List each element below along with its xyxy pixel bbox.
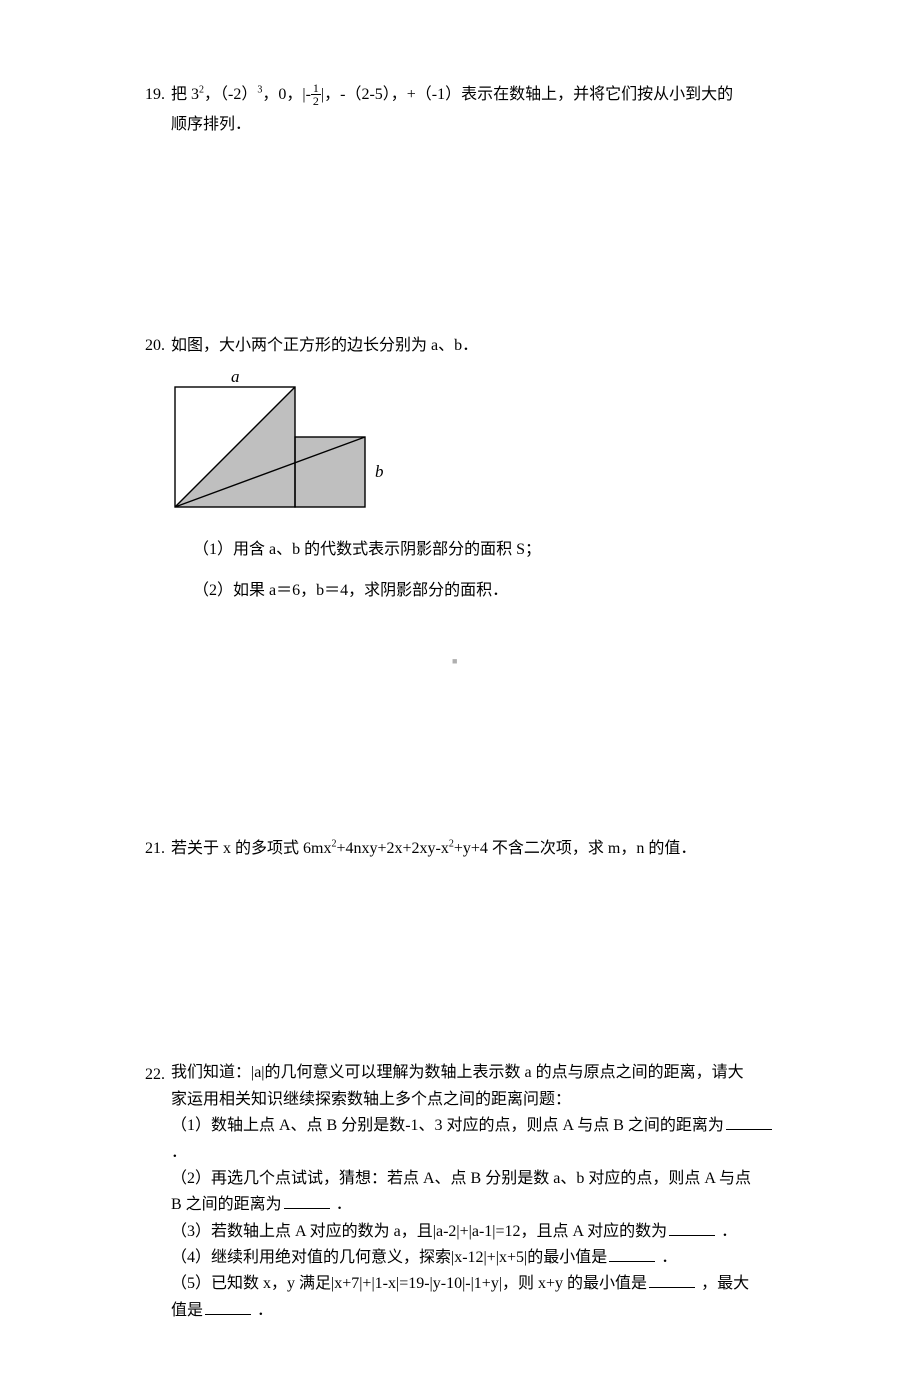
text: 我们知道：|a|的几何意义可以理解为数轴上表示数 a 的点与原点之间的距离，请大 bbox=[171, 1064, 744, 1081]
problem-22: 22. 我们知道：|a|的几何意义可以理解为数轴上表示数 a 的点与原点之间的距… bbox=[130, 1060, 810, 1324]
problem-body: 我们知道：|a|的几何意义可以理解为数轴上表示数 a 的点与原点之间的距离，请大… bbox=[171, 1060, 810, 1324]
label-a: a bbox=[231, 367, 240, 386]
text: （2）再选几个点试试，猜想：若点 A、点 B 分别是数 a、b 对应的点，则点 … bbox=[171, 1170, 751, 1187]
problem-20: 20. 如图，大小两个正方形的边长分别为 a、b． a b （1）用含 a、b … bbox=[130, 331, 810, 606]
text: |，-（2-5），+（-1）表示在数轴上，并将它们按从小到大的 bbox=[321, 86, 733, 103]
text: 如图，大小两个正方形的边长分别为 a、b． bbox=[171, 337, 478, 354]
text: （5）已知数 x，y 满足|x+7|+|1-x|=19-|y-10|-|1+y|… bbox=[171, 1275, 647, 1292]
text: （4）继续利用绝对值的几何意义，探索|x-12|+|x+5|的最小值是 bbox=[171, 1249, 607, 1266]
problem-21: 21. 若关于 x 的多项式 6mx2+4nxy+2x+2xy-x2+y+4 不… bbox=[130, 834, 810, 864]
fraction: 12 bbox=[311, 82, 321, 107]
text: （3）若数轴上点 A 对应的数为 a，且|a-2|+|a-1|=12，且点 A … bbox=[171, 1223, 667, 1240]
problem-number: 19. bbox=[130, 80, 165, 110]
text: ，最大 bbox=[701, 1275, 749, 1292]
text: 若关于 x 的多项式 6mx bbox=[171, 840, 331, 857]
text: 把 3 bbox=[171, 86, 199, 103]
problem-body: 如图，大小两个正方形的边长分别为 a、b． a b （1）用含 a、b 的代数式… bbox=[171, 331, 810, 606]
page-marker-icon: ■ bbox=[452, 657, 457, 666]
answer-blank[interactable] bbox=[669, 1220, 715, 1235]
answer-blank[interactable] bbox=[609, 1247, 655, 1262]
problem-19: 19. 把 32，（-2）3，0，|-12|，-（2-5），+（-1）表示在数轴… bbox=[130, 80, 810, 141]
text: ，0，|- bbox=[262, 86, 311, 103]
text: （1）数轴上点 A、点 B 分别是数-1、3 对应的点，则点 A 与点 B 之间… bbox=[171, 1117, 724, 1134]
two-squares-figure: a b bbox=[171, 367, 391, 517]
numerator: 1 bbox=[311, 82, 321, 95]
text: ． bbox=[721, 1223, 737, 1240]
subquestion-1: （1）用含 a、b 的代数式表示阴影部分的面积 S； bbox=[193, 535, 810, 565]
problem-body: 把 32，（-2）3，0，|-12|，-（2-5），+（-1）表示在数轴上，并将… bbox=[171, 80, 810, 141]
problem-number: 21. bbox=[130, 834, 165, 864]
text: ． bbox=[171, 1144, 187, 1161]
text: 值是 bbox=[171, 1302, 203, 1319]
text: +4nxy+2x+2xy-x bbox=[336, 840, 448, 857]
text: ． bbox=[257, 1302, 273, 1319]
answer-blank[interactable] bbox=[726, 1115, 772, 1130]
text: ． bbox=[661, 1249, 677, 1266]
denominator: 2 bbox=[311, 95, 321, 107]
subquestion-2: （2）如果 a＝6，b＝4，求阴影部分的面积． bbox=[193, 576, 810, 606]
text: 顺序排列． bbox=[171, 116, 251, 133]
problem-number: 20. bbox=[130, 331, 165, 361]
text: B 之间的距离为 bbox=[171, 1196, 282, 1213]
problem-body: 若关于 x 的多项式 6mx2+4nxy+2x+2xy-x2+y+4 不含二次项… bbox=[171, 834, 810, 864]
answer-blank[interactable] bbox=[649, 1273, 695, 1288]
label-b: b bbox=[375, 462, 384, 481]
answer-blank[interactable] bbox=[284, 1194, 330, 1209]
text: ． bbox=[336, 1196, 352, 1213]
problem-number: 22. bbox=[130, 1060, 165, 1090]
text: ，（-2） bbox=[204, 86, 257, 103]
text: 家运用相关知识继续探索数轴上多个点之间的距离问题： bbox=[171, 1091, 571, 1108]
text: +y+4 不含二次项，求 m，n 的值． bbox=[454, 840, 697, 857]
